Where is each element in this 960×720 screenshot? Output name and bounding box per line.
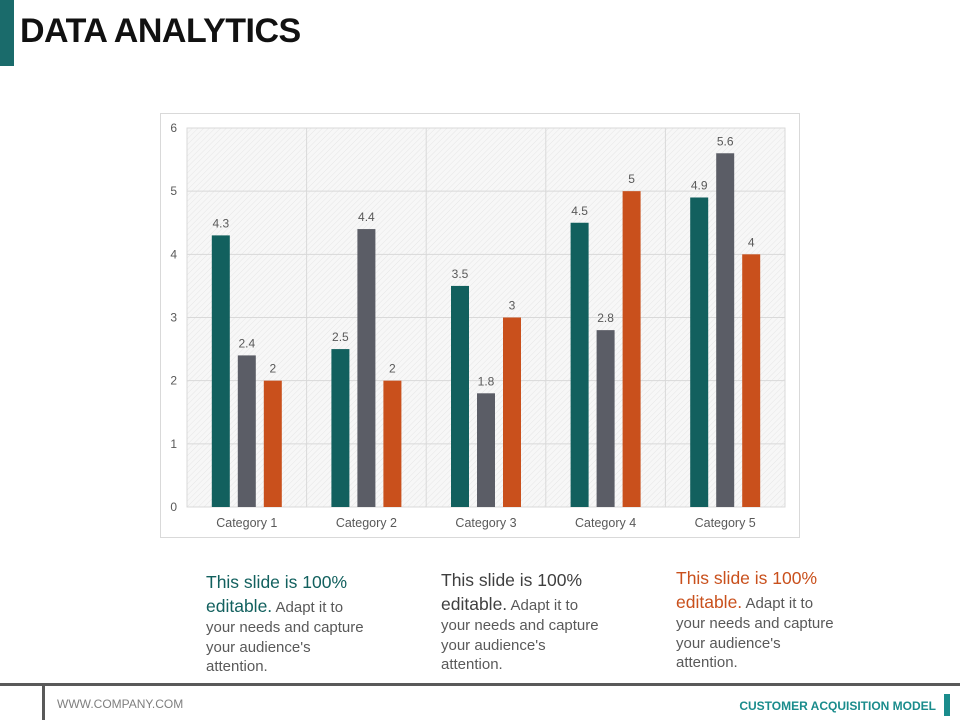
bar	[383, 380, 402, 507]
data-label: 5	[628, 172, 635, 186]
bar	[211, 235, 230, 507]
bar	[716, 153, 735, 507]
y-tick-label: 3	[170, 311, 177, 325]
data-label: 2	[269, 362, 276, 376]
bar	[742, 254, 761, 507]
data-label: 2.5	[332, 330, 349, 344]
data-label: 4.3	[212, 216, 229, 230]
bar	[570, 222, 589, 507]
data-label: 2	[389, 362, 396, 376]
y-tick-label: 4	[170, 247, 177, 261]
data-label: 4.5	[571, 204, 588, 218]
data-label: 2.8	[597, 311, 614, 325]
data-label: 3.5	[452, 267, 469, 281]
x-tick-label: Category 2	[336, 516, 397, 530]
bar	[237, 355, 256, 507]
y-tick-label: 5	[170, 184, 177, 198]
y-tick-label: 1	[170, 437, 177, 451]
text-block-3: This slide is 100% editable. Adapt it to…	[676, 566, 841, 673]
footer-deck-name: CUSTOMER ACQUISITION MODEL	[739, 699, 936, 713]
text-block-2: This slide is 100% editable. Adapt it to…	[441, 568, 606, 675]
x-tick-label: Category 3	[455, 516, 516, 530]
bar	[596, 330, 615, 507]
text-block-lead: This slide is 100% editable.	[676, 568, 818, 612]
bar	[477, 393, 495, 507]
y-tick-label: 6	[170, 121, 177, 135]
text-block-body: Adapt it to your needs and capture your …	[676, 595, 834, 671]
data-label: 5.6	[717, 134, 734, 148]
data-label: 3	[509, 299, 516, 313]
bar	[690, 197, 709, 507]
footer-divider	[0, 683, 960, 686]
footer-url[interactable]: WWW.COMPANY.COM	[57, 697, 184, 711]
title-accent-bar	[0, 0, 14, 66]
chart-frame: 4.3 2.4 2 2.5 4.4 2 3.5 1.8 3 4.5 2.8 5 4.9 5.6 4 0 1 2 3…	[160, 113, 800, 538]
bar	[503, 317, 521, 507]
footer-right-marker	[944, 694, 950, 716]
text-block-body: Adapt it to your needs and capture your …	[441, 597, 599, 673]
bar	[451, 285, 469, 507]
text-block-lead: This slide is 100% editable.	[206, 572, 348, 616]
text-block-1: This slide is 100% editable. Adapt it to…	[206, 570, 371, 677]
x-tick-label: Category 1	[216, 516, 277, 530]
footer-left-marker	[42, 686, 45, 720]
text-block-lead: This slide is 100% editable.	[441, 570, 583, 614]
y-tick-label: 0	[170, 500, 177, 514]
data-label: 1.8	[478, 374, 495, 388]
bar-chart: 4.3 2.4 2 2.5 4.4 2 3.5 1.8 3 4.5 2.8 5 4.9 5.6 4 0 1 2 3…	[170, 121, 786, 530]
data-label: 4.9	[691, 178, 708, 192]
y-tick-label: 2	[170, 374, 177, 388]
bar	[331, 349, 350, 507]
x-tick-label: Category 4	[575, 516, 636, 530]
data-label: 4	[748, 235, 755, 249]
text-block-body: Adapt it to your needs and capture your …	[206, 599, 364, 675]
bar	[622, 191, 641, 507]
data-label: 4.4	[358, 210, 375, 224]
data-label: 2.4	[238, 336, 255, 350]
bar	[357, 229, 376, 508]
page-title: DATA ANALYTICS	[20, 12, 301, 50]
bar	[263, 380, 282, 507]
x-tick-label: Category 5	[695, 516, 756, 530]
